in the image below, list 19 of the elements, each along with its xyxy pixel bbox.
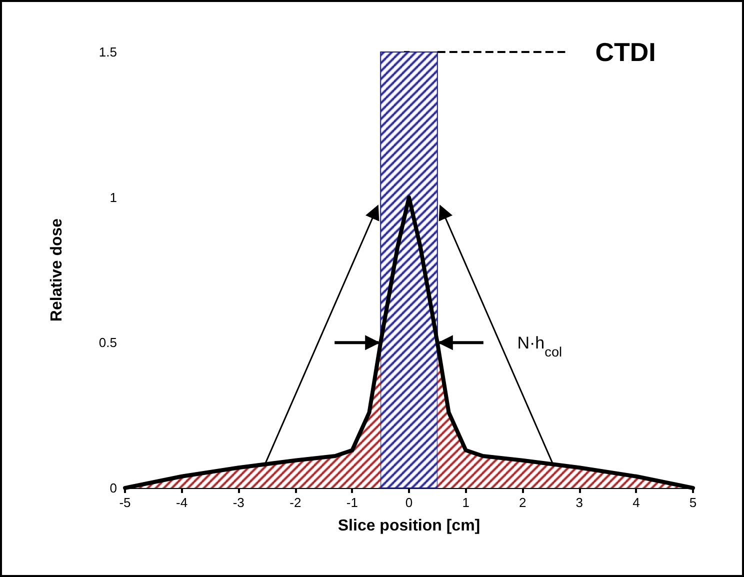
x-tick-label: 4 — [632, 495, 640, 510]
y-axis-title: Relative dose — [48, 218, 66, 322]
x-tick-label: -5 — [119, 495, 131, 510]
annotation: N·h$_{col}$ — [517, 334, 562, 360]
ref-line-label: CTDI — [595, 37, 656, 67]
x-tick-label: 0 — [405, 495, 413, 510]
x-tick-label: -1 — [346, 495, 358, 510]
y-tick-label: 0.5 — [98, 335, 117, 350]
x-tick-label: 1 — [462, 495, 470, 510]
y-tick-label: 1 — [110, 190, 117, 205]
y-tick-label: 0 — [110, 480, 117, 496]
x-tick-label: 2 — [518, 495, 526, 510]
x-tick-label: 5 — [689, 495, 697, 510]
x-tick-label: -3 — [232, 495, 244, 510]
x-tick-label: -2 — [290, 495, 302, 510]
x-axis-title: Slice position [cm] — [338, 518, 480, 534]
x-tick-label: -4 — [176, 495, 188, 510]
y-tick-label: 1.5 — [98, 44, 117, 60]
x-tick-label: 3 — [576, 495, 584, 510]
